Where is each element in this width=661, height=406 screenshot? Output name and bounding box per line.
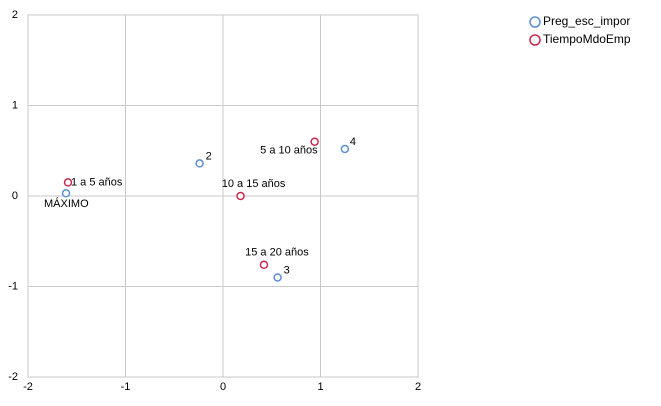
x-tick-label: -1 (121, 381, 131, 393)
x-tick-label: 2 (415, 381, 421, 393)
y-tick-label: 1 (12, 99, 18, 111)
y-tick-label: 2 (12, 9, 18, 21)
y-tick-label: -2 (8, 371, 18, 383)
point-label: 15 a 20 años (245, 247, 309, 259)
point-label: MÁXIMO (44, 197, 89, 210)
legend-marker (529, 16, 541, 28)
x-tick-label: -2 (23, 381, 33, 393)
point (61, 189, 71, 198)
legend-marker (529, 34, 541, 46)
x-tick-label: 0 (220, 381, 226, 393)
point-label: 4 (350, 136, 356, 148)
point-label: 3 (284, 264, 290, 276)
legend-label: Preg_esc_impor (543, 14, 630, 28)
point-label: 1 a 5 años (71, 176, 123, 188)
point-label: 10 a 15 años (222, 178, 286, 190)
point (63, 178, 73, 187)
y-tick-label: -1 (8, 280, 18, 292)
legend-label: TiempoMdoEmp (543, 32, 631, 46)
point (340, 144, 350, 154)
point (310, 137, 319, 146)
point (273, 273, 282, 282)
y-tick-label: 0 (12, 190, 18, 202)
point-label: 2 (206, 150, 212, 162)
point (236, 191, 245, 201)
x-tick-label: 1 (317, 381, 323, 393)
point-label: 5 a 10 años (260, 145, 318, 157)
point (195, 159, 204, 168)
point (259, 260, 269, 270)
